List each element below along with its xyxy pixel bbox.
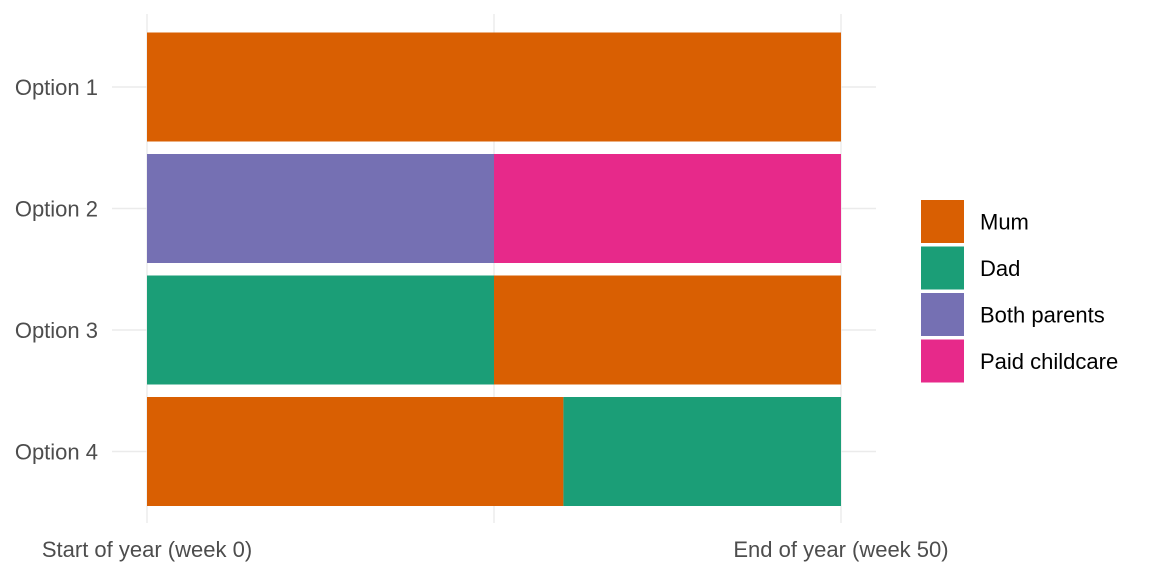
legend-label-both-parents: Both parents: [980, 303, 1105, 328]
bar-segment-option-3-dad: [147, 275, 494, 385]
legend-key-dad: [921, 246, 964, 290]
legend-key-mum: [921, 200, 964, 243]
y-tick-label-option-2: Option 2: [15, 197, 98, 222]
legend: Mum Dad Both parents Paid childcare: [921, 200, 1118, 383]
bar-segment-option-4-mum: [147, 397, 564, 506]
legend-label-mum: Mum: [980, 210, 1029, 235]
bars: [147, 32, 841, 506]
bar-segment-option-1-mum: [147, 32, 841, 142]
bar-segment-option-4-dad: [563, 397, 841, 506]
x-axis-ticks: Start of year (week 0) End of year (week …: [42, 537, 949, 562]
bar-segment-option-2-paid-childcare: [494, 154, 841, 263]
y-tick-label-option-4: Option 4: [15, 440, 98, 465]
y-tick-label-option-3: Option 3: [15, 318, 98, 343]
x-tick-label-1: End of year (week 50): [733, 537, 948, 562]
legend-key-paid-childcare: [921, 339, 964, 383]
y-tick-label-option-1: Option 1: [15, 75, 98, 100]
legend-key-both-parents: [921, 293, 964, 336]
y-axis-ticks: Option 1 Option 2 Option 3 Option 4: [15, 75, 98, 465]
legend-label-dad: Dad: [980, 256, 1020, 281]
bar-segment-option-2-both-parents: [147, 154, 494, 263]
bar-segment-option-3-mum: [494, 275, 841, 385]
legend-label-paid-childcare: Paid childcare: [980, 349, 1118, 374]
x-tick-label-0: Start of year (week 0): [42, 537, 252, 562]
